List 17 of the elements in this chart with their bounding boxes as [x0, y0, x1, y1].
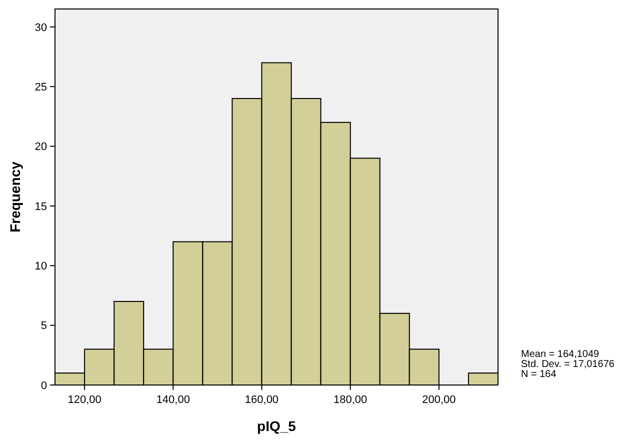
y-tick-label: 20	[34, 141, 47, 154]
x-tick-label: 160,00	[244, 394, 279, 406]
y-tick-label: 5	[40, 320, 47, 332]
x-tick-label: 140,00	[156, 394, 190, 406]
x-axis-title: pIQ_5	[257, 418, 296, 434]
y-tick-label: 15	[34, 200, 47, 213]
y-tick-label: 25	[34, 81, 47, 94]
y-tick-label: 30	[34, 22, 47, 34]
x-tick-label: 200,00	[422, 394, 456, 406]
x-tick-label: 120,00	[68, 394, 102, 406]
y-tick-label: 0	[40, 380, 47, 392]
text: Mean = 164,1049	[521, 349, 600, 360]
y-tick-label: 10	[34, 260, 47, 272]
x-tick-label: 180,00	[334, 394, 368, 406]
y-axis-title: Frequency	[7, 161, 23, 232]
text: N = 164	[521, 369, 557, 380]
text: Std. Dev. = 17,01676	[521, 359, 615, 370]
